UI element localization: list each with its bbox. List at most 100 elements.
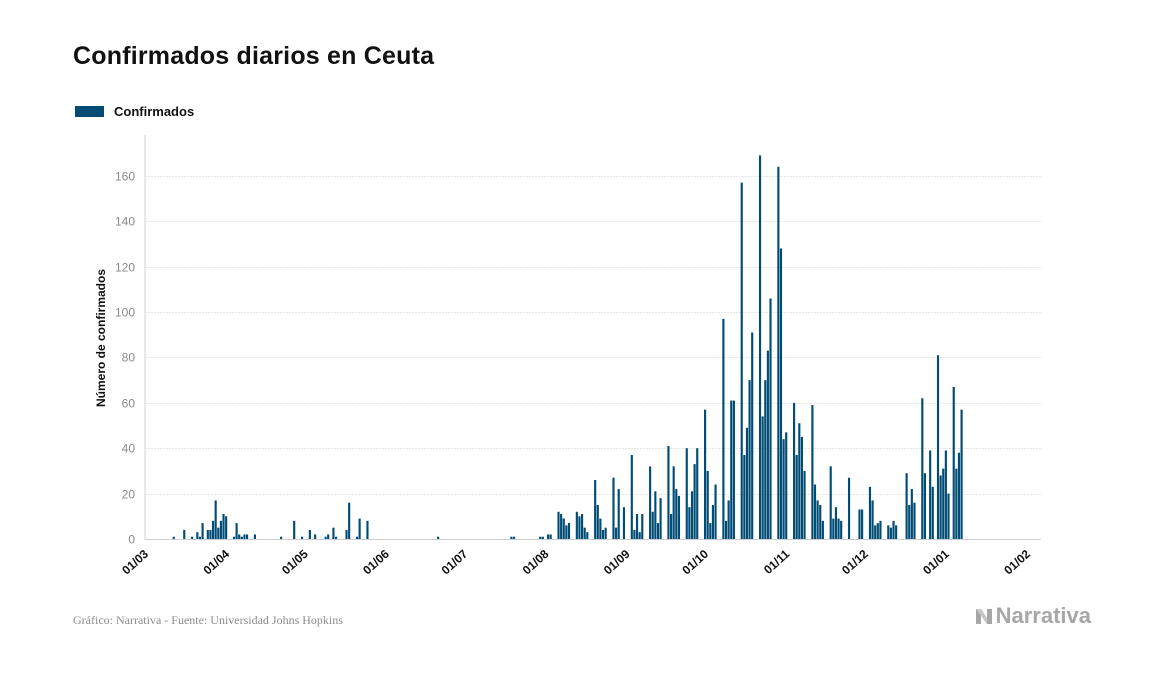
bar <box>366 520 369 539</box>
bar <box>617 489 620 539</box>
legend-label: Confirmados <box>114 104 195 119</box>
bar <box>944 450 947 539</box>
bar <box>847 477 851 539</box>
bar <box>879 520 882 539</box>
brand-logo: Narrativa <box>974 603 1091 629</box>
bar <box>345 529 348 539</box>
bar <box>764 380 767 539</box>
bar <box>209 529 212 539</box>
bar <box>779 248 783 540</box>
bar <box>939 475 942 539</box>
bar <box>892 520 895 539</box>
bar <box>724 520 728 539</box>
bar <box>437 536 440 539</box>
bar <box>253 534 256 539</box>
bar <box>889 527 892 539</box>
bar <box>821 520 824 539</box>
bar <box>324 536 327 539</box>
y-tick-label: 20 <box>122 488 136 502</box>
bar <box>211 520 215 539</box>
bar <box>219 520 222 539</box>
bar <box>327 534 330 539</box>
x-tick-label: 01/01 <box>920 547 952 578</box>
bar <box>612 477 615 539</box>
bar <box>688 507 691 539</box>
bar <box>782 439 785 539</box>
bar <box>615 527 618 539</box>
x-axis-ticks: 01/03 01/04 01/05 01/06 01/07 01/08 01/09 01/10… <box>119 547 1033 578</box>
bar <box>217 527 220 539</box>
x-tick-label: 01/04 <box>200 547 232 578</box>
bar <box>630 455 633 539</box>
bar <box>222 514 225 539</box>
bar <box>183 529 186 539</box>
brand-name: Narrativa <box>995 603 1091 628</box>
bar <box>232 536 236 539</box>
bar <box>957 452 961 539</box>
bar <box>565 525 568 539</box>
bar <box>743 455 746 539</box>
bar <box>876 523 879 539</box>
bar <box>929 450 932 539</box>
bar <box>887 525 890 539</box>
bar <box>868 486 872 539</box>
bar <box>837 518 840 539</box>
source-note: Gráfico: Narrativa - Fuente: Universidad… <box>73 613 343 627</box>
x-tick-label: 01/05 <box>279 547 311 578</box>
bar <box>641 514 644 539</box>
bar <box>766 350 769 539</box>
bar <box>813 484 817 539</box>
bar <box>803 470 806 539</box>
bar <box>751 332 754 539</box>
bar <box>575 511 578 539</box>
bar <box>314 534 317 539</box>
bar <box>293 520 296 539</box>
bar <box>196 532 199 539</box>
y-tick-label: 140 <box>115 215 135 229</box>
bar <box>191 536 194 539</box>
narrativa-logo-icon <box>975 609 992 624</box>
bar <box>829 466 832 539</box>
bar <box>246 534 249 539</box>
y-axis-ticks: 0 20 40 60 80 100 120 140 160 <box>115 135 146 547</box>
bar <box>581 514 584 539</box>
x-tick-label: 01/06 <box>360 547 392 578</box>
bar <box>714 484 717 539</box>
bar <box>748 380 751 539</box>
x-tick-label: 01/09 <box>601 547 633 578</box>
bar <box>656 523 660 539</box>
bar <box>649 466 652 539</box>
legend: Confirmados <box>75 104 194 119</box>
y-tick-label: 0 <box>128 533 135 547</box>
bar <box>238 534 241 539</box>
bar <box>722 318 725 539</box>
bar <box>201 523 204 539</box>
bar <box>936 355 940 539</box>
x-tick-label: 01/11 <box>761 547 792 577</box>
bar <box>874 525 877 539</box>
y-tick-label: 100 <box>115 306 135 320</box>
bar <box>811 405 814 539</box>
y-tick-label: 80 <box>122 351 136 365</box>
bar <box>567 523 571 539</box>
bar <box>672 466 675 539</box>
bar <box>235 523 238 539</box>
bar <box>777 166 780 539</box>
bar <box>727 500 730 539</box>
bar <box>785 432 788 539</box>
bar <box>583 527 586 539</box>
bar <box>955 468 958 539</box>
bar <box>834 507 838 539</box>
bar <box>819 504 822 539</box>
bar <box>795 455 798 539</box>
bar <box>651 511 654 539</box>
bar <box>798 423 801 539</box>
bar <box>562 518 565 539</box>
x-tick-label: 01/03 <box>119 547 151 578</box>
bar <box>635 514 639 539</box>
y-tick-label: 160 <box>115 170 135 184</box>
bar <box>225 516 228 539</box>
bar <box>871 500 874 539</box>
bar <box>206 529 209 539</box>
